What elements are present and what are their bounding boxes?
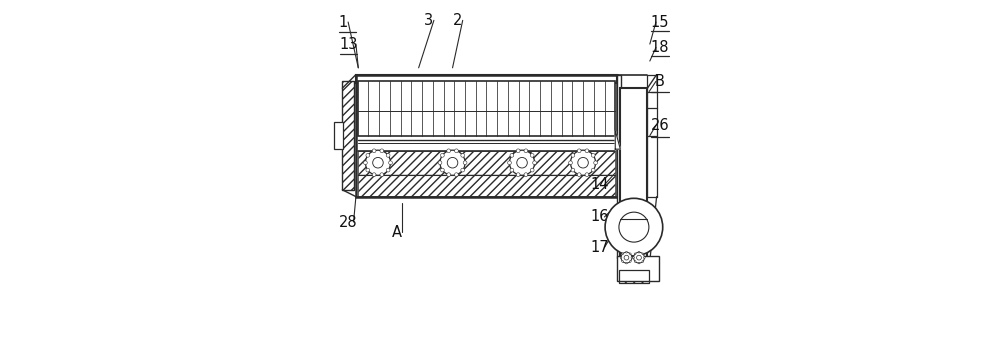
Circle shape [463, 161, 467, 165]
Circle shape [571, 150, 596, 175]
Circle shape [620, 257, 622, 258]
Circle shape [585, 149, 589, 153]
Circle shape [642, 261, 644, 262]
Circle shape [578, 157, 588, 168]
Circle shape [622, 261, 623, 262]
Circle shape [644, 257, 645, 258]
Bar [358, 81, 615, 136]
Text: 28: 28 [339, 215, 357, 230]
Circle shape [594, 161, 597, 165]
Circle shape [591, 168, 595, 172]
Circle shape [626, 252, 627, 253]
Circle shape [629, 253, 631, 255]
Text: 18: 18 [651, 40, 669, 55]
Circle shape [524, 173, 528, 177]
Bar [356, 75, 617, 197]
Circle shape [455, 173, 458, 177]
Circle shape [634, 252, 644, 263]
Circle shape [524, 149, 528, 153]
Circle shape [373, 157, 383, 168]
Circle shape [626, 262, 627, 264]
Bar [334, 122, 343, 149]
Bar [619, 270, 649, 283]
Circle shape [634, 261, 636, 262]
Bar [358, 151, 615, 175]
Circle shape [571, 168, 575, 172]
Circle shape [364, 161, 367, 165]
Circle shape [508, 161, 511, 165]
Polygon shape [615, 131, 620, 149]
Circle shape [577, 149, 581, 153]
Circle shape [633, 257, 634, 258]
Circle shape [569, 161, 572, 165]
Circle shape [389, 161, 392, 165]
Circle shape [441, 168, 444, 172]
Circle shape [509, 150, 535, 175]
Circle shape [441, 154, 444, 157]
Circle shape [455, 149, 458, 153]
Text: 26: 26 [651, 118, 669, 133]
Bar [356, 75, 617, 83]
Text: 13: 13 [339, 37, 358, 52]
Circle shape [438, 161, 442, 165]
Circle shape [447, 173, 451, 177]
Circle shape [461, 154, 465, 157]
Text: 16: 16 [590, 210, 609, 224]
Circle shape [510, 154, 514, 157]
Circle shape [461, 168, 465, 172]
Text: 3: 3 [424, 13, 433, 28]
Circle shape [533, 161, 536, 165]
Circle shape [605, 198, 663, 256]
Circle shape [517, 157, 527, 168]
Circle shape [447, 157, 458, 168]
Circle shape [372, 149, 376, 153]
Text: A: A [392, 225, 402, 240]
Circle shape [366, 168, 370, 172]
Circle shape [634, 253, 636, 255]
Circle shape [577, 173, 581, 177]
Circle shape [366, 154, 370, 157]
Bar [620, 88, 647, 271]
Circle shape [386, 154, 390, 157]
Circle shape [440, 150, 465, 175]
Circle shape [571, 154, 575, 157]
Circle shape [386, 168, 390, 172]
Text: 15: 15 [651, 15, 669, 29]
Circle shape [624, 255, 629, 260]
Circle shape [629, 261, 631, 262]
Bar [358, 175, 615, 197]
Bar [342, 81, 354, 190]
Bar [617, 256, 659, 281]
Circle shape [447, 149, 451, 153]
Circle shape [622, 253, 623, 255]
Circle shape [530, 168, 534, 172]
Circle shape [380, 149, 384, 153]
Circle shape [516, 149, 520, 153]
Circle shape [372, 173, 376, 177]
Circle shape [585, 173, 589, 177]
Circle shape [365, 150, 391, 175]
Circle shape [530, 154, 534, 157]
Text: B: B [655, 74, 665, 89]
Circle shape [631, 257, 633, 258]
Circle shape [380, 173, 384, 177]
Text: 17: 17 [590, 240, 609, 255]
Circle shape [621, 252, 632, 263]
Bar [342, 81, 354, 190]
Bar [619, 270, 649, 283]
Circle shape [638, 252, 640, 253]
Circle shape [619, 212, 649, 242]
Text: 2: 2 [453, 13, 462, 28]
Circle shape [642, 253, 644, 255]
Circle shape [637, 255, 641, 260]
Circle shape [516, 173, 520, 177]
Circle shape [510, 168, 514, 172]
Text: 1: 1 [339, 15, 348, 29]
Text: 14: 14 [590, 177, 609, 192]
Circle shape [591, 154, 595, 157]
Bar [617, 75, 621, 258]
Circle shape [638, 262, 640, 264]
